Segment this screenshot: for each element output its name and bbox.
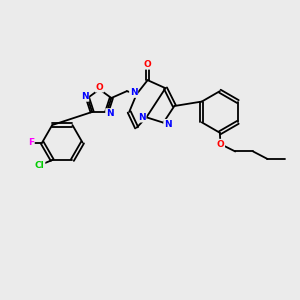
- Text: O: O: [96, 83, 103, 92]
- Text: N: N: [138, 113, 146, 122]
- Text: N: N: [130, 88, 137, 97]
- Text: Cl: Cl: [35, 161, 45, 170]
- Text: N: N: [164, 120, 172, 129]
- Text: N: N: [81, 92, 88, 101]
- Text: F: F: [28, 138, 34, 147]
- Text: O: O: [144, 60, 152, 69]
- Text: N: N: [106, 109, 114, 118]
- Text: O: O: [217, 140, 224, 148]
